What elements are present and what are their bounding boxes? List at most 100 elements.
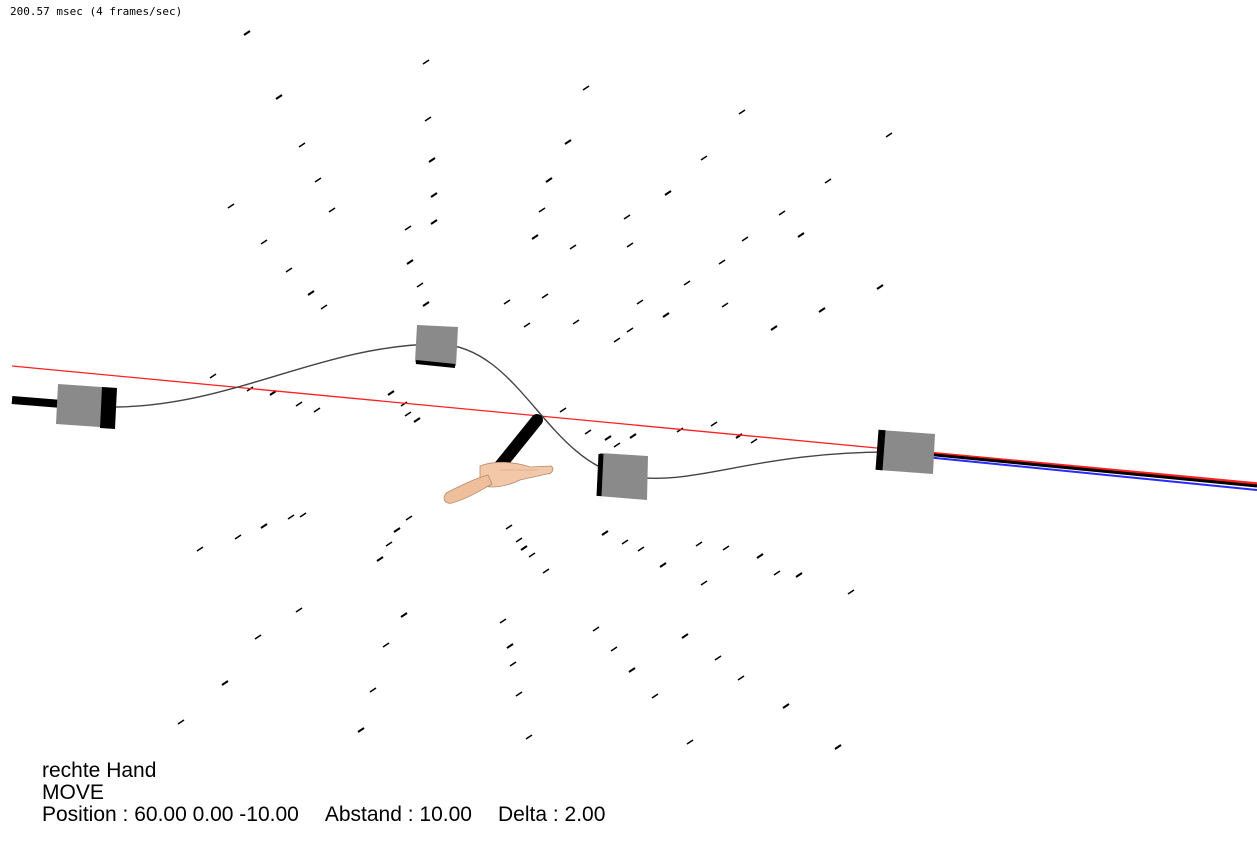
delta-value: 2.00 — [564, 803, 606, 826]
grid-marker — [221, 680, 229, 686]
grid-marker — [406, 259, 414, 265]
grid-marker — [626, 327, 634, 333]
grid-marker — [545, 177, 553, 183]
grid-marker — [572, 319, 580, 325]
grid-marker — [400, 401, 408, 407]
grid-marker — [506, 643, 514, 649]
keyframe-2[interactable] — [415, 325, 458, 368]
grid-marker — [430, 192, 438, 198]
grid-marker — [385, 541, 393, 547]
grid-marker — [320, 304, 328, 310]
grid-marker — [569, 244, 577, 250]
axis-line-blue — [904, 454, 1257, 491]
grid-marker — [509, 661, 517, 667]
grid-marker — [722, 545, 730, 551]
grid-marker — [582, 85, 590, 91]
grid-marker — [610, 646, 618, 652]
hand-icon[interactable] — [443, 461, 554, 504]
grid-marker — [287, 514, 295, 520]
grid-marker — [295, 401, 303, 407]
grid-marker — [592, 626, 600, 632]
status-panel: rechte Hand MOVE Position : 60.00 0.00 -… — [42, 760, 605, 826]
grid-marker — [700, 155, 708, 161]
keyframe-4[interactable] — [875, 429, 935, 474]
grid-marker — [428, 157, 436, 163]
abstand-label: Abstand : — [324, 803, 420, 826]
grid-marker — [738, 109, 746, 115]
grid-marker — [626, 242, 634, 248]
grid-marker — [387, 390, 395, 396]
grid-marker — [737, 675, 745, 681]
grid-marker — [714, 655, 722, 661]
grid-marker — [818, 307, 826, 313]
axis-line-red — [904, 449, 1257, 484]
grid-marker — [710, 421, 718, 427]
grid-marker — [885, 132, 893, 138]
grid-marker — [636, 299, 644, 305]
grid-marker — [298, 142, 306, 148]
grid-marker — [564, 139, 572, 145]
grid-marker — [782, 703, 790, 709]
grid-marker — [770, 325, 778, 331]
grid-marker — [376, 556, 384, 562]
grid-marker — [227, 203, 235, 209]
grid-marker — [559, 407, 567, 413]
grid-marker — [847, 589, 855, 595]
grid-marker — [357, 727, 365, 733]
grid-marker — [741, 236, 749, 242]
grid-marker — [700, 580, 708, 586]
abstand-value: 10.00 — [419, 803, 472, 826]
axis-line-black — [904, 450, 1257, 488]
grid-marker — [651, 693, 659, 699]
grid-marker — [503, 299, 511, 305]
grid-marker — [307, 290, 315, 296]
position-value: 60.00 0.00 -10.00 — [134, 803, 299, 826]
grid-marker — [177, 719, 185, 725]
grid-marker — [584, 429, 592, 435]
grid-marker — [424, 116, 432, 122]
grid-marker — [604, 435, 612, 441]
grid-marker — [328, 207, 336, 213]
grid-marker — [515, 537, 523, 543]
reference-line — [11, 365, 1257, 485]
path-start-stub — [11, 396, 63, 408]
grid-marker — [824, 178, 832, 184]
grid-marker — [601, 530, 609, 536]
grid-marker — [382, 642, 390, 648]
grid-marker — [515, 691, 523, 697]
grid-marker — [686, 739, 694, 745]
selected-object-label: rechte Hand — [42, 759, 157, 782]
grid-marker — [695, 541, 703, 547]
grid-marker — [834, 744, 842, 750]
grid-marker — [683, 280, 691, 286]
grid-marker — [243, 30, 251, 36]
grid-marker — [313, 407, 321, 413]
grid-marker — [520, 545, 528, 551]
grid-marker — [269, 390, 277, 396]
grid-marker — [405, 515, 413, 521]
grid-markers — [177, 30, 893, 750]
grid-marker — [773, 570, 781, 576]
keyframe-1[interactable] — [56, 384, 117, 429]
grid-marker — [676, 427, 684, 433]
grid-marker — [531, 234, 539, 240]
grid-marker — [275, 94, 283, 100]
grid-marker — [400, 612, 408, 618]
grid-marker — [613, 337, 621, 343]
keyframe-3[interactable] — [596, 453, 648, 500]
grid-marker — [637, 546, 645, 552]
grid-marker — [662, 312, 670, 318]
motion-path — [109, 343, 906, 479]
grid-marker — [209, 373, 217, 379]
frame-time-readout: 200.57 msec (4 frames/sec) — [10, 5, 183, 18]
parameters-line: Position : 60.00 0.00 -10.00 Abstand : 10… — [42, 804, 605, 826]
grid-marker — [285, 267, 293, 273]
grid-marker — [499, 618, 507, 624]
grid-marker — [795, 572, 803, 578]
grid-marker — [234, 534, 242, 540]
grid-marker — [416, 282, 424, 288]
grid-marker — [299, 512, 307, 518]
grid-marker — [623, 214, 631, 220]
position-label: Position : — [42, 803, 135, 826]
